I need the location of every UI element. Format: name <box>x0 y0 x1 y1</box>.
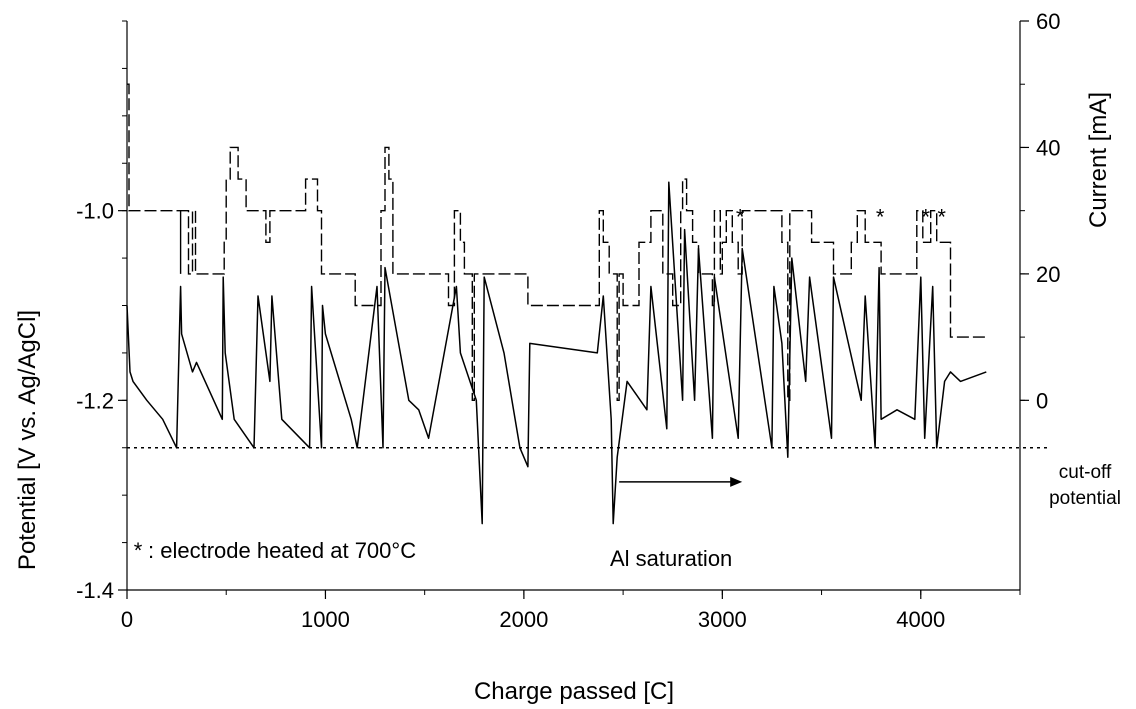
right-tick-label: 60 <box>1036 9 1060 34</box>
heated-star-marker: * <box>736 205 745 230</box>
left-y-axis-title: Potential [V vs. Ag/AgCl] <box>14 310 41 570</box>
heated-star-marker: * <box>937 205 946 230</box>
legend-note-text: : electrode heated at 700°C <box>148 538 416 563</box>
al-saturation-label: Al saturation <box>610 546 732 571</box>
x-axis: 0 1000 2000 3000 4000 <box>121 589 1021 632</box>
series-layer <box>126 83 987 525</box>
heated-star-marker: * <box>921 205 930 230</box>
left-y-axis: -1.4 -1.2 -1.0 <box>76 20 128 603</box>
annotation-layer: * * * * <box>127 205 1050 487</box>
cutoff-label-line1: cut-off <box>1059 462 1112 483</box>
x-tick-label: 2000 <box>499 607 548 632</box>
left-tick-label: -1.4 <box>76 578 114 603</box>
right-tick-label: 40 <box>1036 135 1060 160</box>
heated-star-marker: * <box>876 205 885 230</box>
left-tick-label: -1.0 <box>76 199 114 224</box>
left-tick-label: -1.2 <box>76 388 114 413</box>
right-tick-label: 0 <box>1036 388 1048 413</box>
x-tick-label: 4000 <box>896 607 945 632</box>
cutoff-label-line2: potential <box>1049 488 1121 509</box>
potential-series-line <box>126 181 987 525</box>
x-tick-label: 3000 <box>698 607 747 632</box>
right-y-axis-title: Current [mA] <box>1085 92 1112 228</box>
right-tick-label: 20 <box>1036 262 1060 287</box>
legend-star-symbol: * <box>134 538 143 563</box>
al-saturation-arrowhead <box>730 476 743 487</box>
right-y-axis: 0 20 40 60 <box>1019 9 1060 590</box>
x-axis-title: Charge passed [C] <box>474 678 674 705</box>
current-series-line <box>127 83 987 401</box>
x-tick-label: 1000 <box>301 607 350 632</box>
x-tick-label: 0 <box>121 607 133 632</box>
